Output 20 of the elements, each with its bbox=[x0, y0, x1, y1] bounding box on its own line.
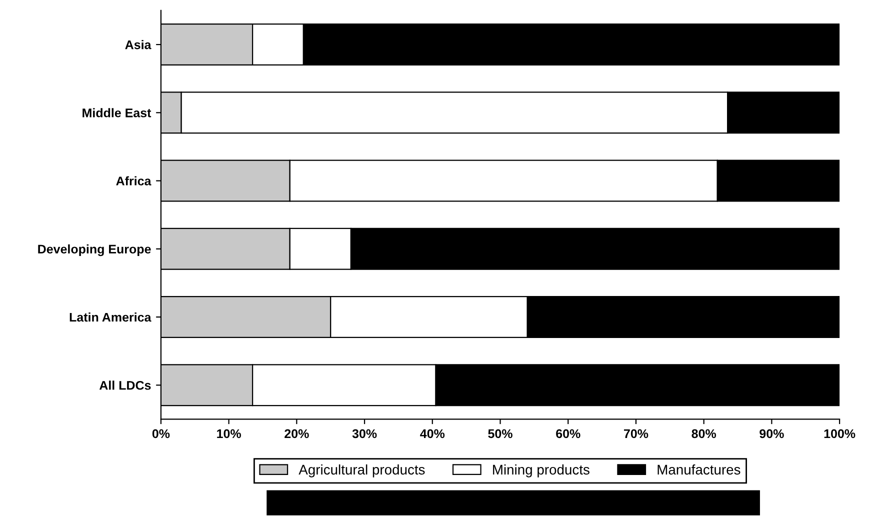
y-tick-label: Middle East bbox=[82, 108, 152, 118]
y-tick-label: Latin America bbox=[70, 312, 152, 322]
x-tick-label: 60% bbox=[556, 429, 580, 438]
legend-label: Mining products bbox=[493, 464, 590, 478]
x-tick-label: 80% bbox=[692, 429, 716, 438]
y-tick-label: Asia bbox=[125, 40, 152, 50]
x-tick-label: 40% bbox=[420, 429, 445, 438]
legend-label: Manufactures bbox=[658, 464, 740, 475]
x-tick-label: 10% bbox=[217, 429, 241, 438]
x-tick-label: 90% bbox=[760, 429, 784, 438]
y-tick-label: Africa bbox=[116, 176, 152, 186]
x-tick-label: 0% bbox=[152, 429, 170, 438]
x-tick-label: 100% bbox=[824, 429, 856, 438]
y-tick-label: Developing Europe bbox=[38, 244, 151, 256]
legend-label: Agricultural products bbox=[298, 464, 425, 478]
x-tick-label: 50% bbox=[488, 429, 512, 438]
x-tick-label: 30% bbox=[352, 429, 377, 438]
x-tick-label: 20% bbox=[284, 429, 309, 438]
x-tick-label: 70% bbox=[624, 429, 648, 438]
y-tick-label: All LDCs bbox=[99, 380, 151, 390]
